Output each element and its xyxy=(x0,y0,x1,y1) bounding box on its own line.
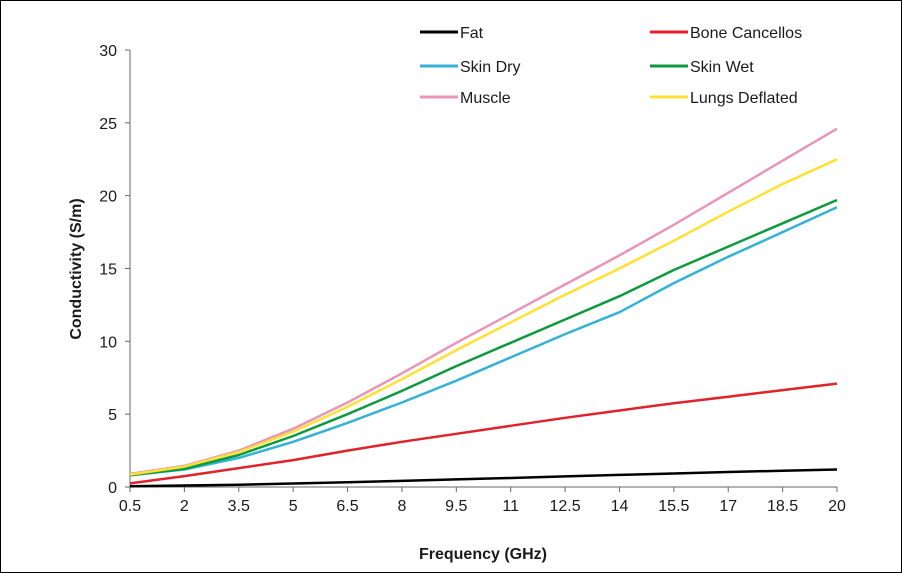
legend-label-skin-dry: Skin Dry xyxy=(460,59,520,76)
x-tick-label: 14 xyxy=(611,498,629,515)
x-axis-title: Frequency (GHz) xyxy=(419,546,547,563)
legend-label-lungs-deflated: Lungs Deflated xyxy=(690,90,798,107)
series-line-bone-cancellos xyxy=(129,382,838,485)
x-tick-label: 11 xyxy=(502,498,519,515)
legend-label-skin-wet: Skin Wet xyxy=(690,59,754,76)
series-line-fat xyxy=(129,468,838,488)
y-axis-title: Conductivity (S/m) xyxy=(68,198,85,339)
x-tick-label: 15.5 xyxy=(658,498,689,515)
y-axis: 0 5 10 15 20 25 30 xyxy=(99,43,131,497)
series-line-lungs-deflated xyxy=(129,158,838,476)
x-tick-label: 20 xyxy=(828,498,846,515)
legend-label-bone-cancellos: Bone Cancellos xyxy=(690,25,802,42)
y-tick-label: 5 xyxy=(108,407,117,424)
x-tick-label: 9.5 xyxy=(445,498,467,515)
x-tick-label: 3.5 xyxy=(228,498,250,515)
x-tick-label: 5 xyxy=(289,498,298,515)
legend-label-muscle: Muscle xyxy=(460,90,511,107)
legend-label-fat: Fat xyxy=(460,25,484,42)
series-layer xyxy=(129,127,838,488)
x-tick-label: 18.5 xyxy=(767,498,798,515)
x-tick-label: 17 xyxy=(719,498,737,515)
x-axis: 0.5 2 3.5 5 6.5 8 9.5 11 12.5 14 15.5 17 18.5 20 xyxy=(119,486,846,515)
x-tick-label: 8 xyxy=(397,498,406,515)
y-tick-label: 15 xyxy=(99,262,117,279)
x-tick-label: 2 xyxy=(180,498,189,515)
y-tick-label: 30 xyxy=(99,43,117,60)
y-tick-label: 25 xyxy=(99,116,117,133)
x-tick-label: 6.5 xyxy=(336,498,358,515)
series-line-muscle xyxy=(129,127,838,476)
x-tick-label: 12.5 xyxy=(550,498,581,515)
legend: Fat Bone Cancellos Skin Dry Skin Wet Muscle L… xyxy=(420,25,802,107)
series-line-skin-dry xyxy=(129,206,838,477)
x-tick-label: 0.5 xyxy=(119,498,141,515)
y-tick-label: 10 xyxy=(99,334,117,351)
series-line-skin-wet xyxy=(129,198,838,477)
y-tick-label: 20 xyxy=(99,189,117,206)
y-tick-label: 0 xyxy=(108,480,117,497)
